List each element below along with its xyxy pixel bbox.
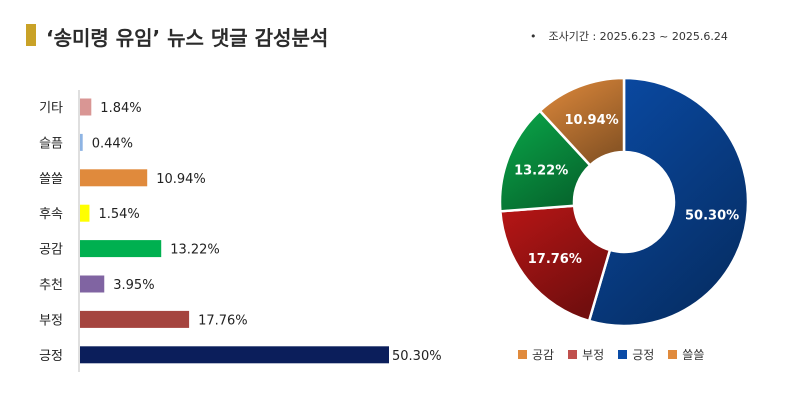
legend-label: 공감 bbox=[532, 348, 555, 362]
title-accent-bar bbox=[26, 24, 36, 46]
legend-swatch bbox=[618, 350, 628, 359]
category-label: 기타 bbox=[39, 101, 63, 116]
bar bbox=[80, 310, 190, 328]
value-label: 3.95% bbox=[113, 278, 154, 293]
slice-value-label: 13.22% bbox=[514, 163, 568, 178]
bar bbox=[80, 204, 90, 222]
bar bbox=[80, 98, 92, 116]
donut-legend: 공감 부정 긍정 쓸쓸 bbox=[518, 346, 704, 363]
legend-label: 부정 bbox=[582, 348, 605, 362]
legend-item: 부정 bbox=[568, 346, 604, 363]
value-label: 17.76% bbox=[198, 313, 248, 328]
bullet-icon: • bbox=[530, 30, 537, 43]
slice-value-label: 17.76% bbox=[528, 252, 582, 267]
legend-item: 공감 bbox=[518, 346, 554, 363]
legend-swatch bbox=[568, 350, 578, 359]
donut-slice bbox=[498, 109, 592, 213]
survey-period: • 조사기간 : 2025.6.23 ~ 2025.6.24 bbox=[530, 28, 728, 44]
legend-swatch bbox=[518, 350, 527, 359]
bar-chart: 기타 1.84% 슬픔 0.44% 쓸쓸 10.94% 후속 1.54% 공감 13.22% 추천 3… bbox=[39, 90, 442, 372]
slice-value-label: 10.94% bbox=[565, 113, 619, 128]
bar bbox=[80, 240, 162, 258]
slice-value-label: 50.30% bbox=[685, 209, 739, 224]
donut-slice bbox=[538, 76, 626, 168]
category-label: 긍정 bbox=[39, 349, 63, 364]
legend-label: 쓸쓸 bbox=[682, 348, 705, 362]
category-label: 부정 bbox=[39, 313, 63, 328]
category-label: 쓸쓸 bbox=[39, 172, 63, 187]
category-label: 추천 bbox=[39, 278, 63, 293]
value-label: 1.54% bbox=[98, 207, 139, 222]
bar bbox=[80, 346, 389, 364]
category-label: 후속 bbox=[39, 207, 63, 222]
bar bbox=[80, 133, 83, 151]
chart-title: ‘송미령 유임’ 뉴스 댓글 감성분석 bbox=[46, 26, 329, 50]
bar bbox=[80, 169, 148, 187]
category-label: 공감 bbox=[39, 243, 63, 258]
value-label: 1.84% bbox=[100, 101, 141, 116]
donut-slice bbox=[587, 76, 750, 328]
survey-period-text: 조사기간 : 2025.6.23 ~ 2025.6.24 bbox=[548, 30, 728, 43]
category-label: 슬픔 bbox=[39, 136, 63, 151]
value-label: 13.22% bbox=[170, 243, 220, 258]
legend-swatch bbox=[668, 350, 678, 359]
donut-slice bbox=[499, 204, 612, 323]
legend-label: 긍정 bbox=[632, 348, 655, 362]
value-label: 0.44% bbox=[92, 136, 133, 151]
legend-item: 쓸쓸 bbox=[668, 346, 704, 363]
value-label: 10.94% bbox=[156, 172, 206, 187]
value-label: 50.30% bbox=[392, 349, 442, 364]
bar bbox=[80, 275, 105, 293]
legend-item: 긍정 bbox=[618, 346, 654, 363]
